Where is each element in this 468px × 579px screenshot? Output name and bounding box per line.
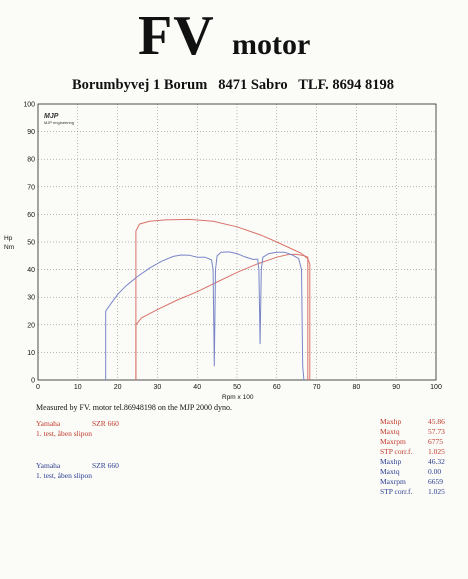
stat-key: Maxtq: [380, 427, 400, 436]
run2-stat-row: Maxtq 0.00: [380, 467, 468, 477]
x-tick-label: 70: [313, 384, 321, 391]
mjp-logo: MJP MJP engineering: [44, 113, 74, 125]
stat-value: 0.00: [428, 467, 442, 476]
stat-key: Maxhp: [380, 417, 402, 426]
y-tick-label: 0: [31, 378, 35, 385]
run1-model: SZR 660: [92, 419, 119, 428]
stat-key: STP corr.f.: [380, 447, 413, 456]
run2-stat-row: STP corr.f. 1.025: [380, 487, 468, 497]
x-tick-label: 80: [353, 384, 361, 391]
series-line-1: [135, 253, 309, 380]
series-line-2: [135, 218, 311, 380]
x-tick-label: 0: [36, 384, 40, 391]
run1-info: Yamaha SZR 660 1. test, åben slipon: [36, 419, 119, 439]
x-tick-label: 40: [193, 384, 201, 391]
x-axis-label: Rpm x 100: [222, 394, 254, 401]
stat-key: Maxrpm: [380, 477, 406, 486]
stat-value: 46.32: [428, 457, 445, 466]
y-axis-label-nm: Nm: [4, 244, 14, 251]
y-tick-label: 60: [27, 212, 35, 219]
run2-info: Yamaha SZR 660 1. test, åben slipon: [36, 461, 119, 481]
run2-stat-row: Maxhp 46.32: [380, 457, 468, 467]
y-tick-label: 70: [27, 184, 35, 191]
y-tick-label: 100: [23, 102, 35, 109]
y-tick-label: 90: [27, 129, 35, 136]
run2-model: SZR 660: [92, 461, 119, 470]
run1-make: Yamaha: [36, 419, 61, 428]
series-line-3: [105, 251, 305, 381]
logo-text: MJP engineering: [44, 120, 74, 125]
y-tick-label: 80: [27, 157, 35, 164]
run2-make: Yamaha: [36, 461, 61, 470]
stat-value: 45.86: [428, 417, 445, 426]
stat-key: Maxhp: [380, 457, 402, 466]
y-tick-label: 40: [27, 267, 35, 274]
x-tick-label: 10: [74, 384, 82, 391]
y-tick-label: 10: [27, 350, 35, 357]
run1-stat-row: Maxhp 45.86: [380, 417, 468, 427]
measurement-note: Measured by FV. motor tel.86948198 on th…: [36, 403, 232, 412]
run1-stat-row: Maxrpm 6775: [380, 437, 468, 447]
stat-value: 1.025: [428, 447, 445, 456]
stat-key: STP corr.f.: [380, 487, 413, 496]
y-axis-label-hp: Hp: [4, 235, 13, 242]
stat-value: 6659: [428, 477, 443, 486]
stat-key: Maxtq: [380, 467, 400, 476]
x-tick-label: 100: [430, 384, 442, 391]
run1-stat-row: STP corr.f. 1.025: [380, 447, 468, 457]
company-address: Borumbyvej 1 Borum 8471 Sabro TLF. 8694 …: [72, 77, 394, 93]
x-tick-label: 50: [233, 384, 241, 391]
x-tick-label: 30: [154, 384, 162, 391]
stat-key: Maxrpm: [380, 437, 406, 446]
run1-desc: 1. test, åben slipon: [36, 429, 93, 438]
x-tick-label: 90: [392, 384, 400, 391]
logo-mark: MJP: [44, 113, 59, 120]
y-tick-label: 50: [27, 240, 35, 247]
stat-value: 6775: [428, 437, 443, 446]
run2-desc: 1. test, åben slipon: [36, 471, 93, 480]
run2-stats: Maxhp 46.32 Maxtq 0.00 Maxrpm 6659 STP corr.f.…: [380, 457, 468, 497]
y-tick-label: 20: [27, 322, 35, 329]
run1-stat-row: Maxtq 57.73: [380, 427, 468, 437]
run1-stats: Maxhp 45.86 Maxtq 57.73 Maxrpm 6775 STP corr.f…: [380, 417, 468, 457]
x-tick-label: 20: [114, 384, 122, 391]
brand-subtitle: motor: [232, 28, 311, 61]
chart-grid: [38, 104, 436, 380]
x-tick-label: 60: [273, 384, 281, 391]
y-tick-label: 30: [27, 295, 35, 302]
brand-title: FV: [138, 5, 215, 67]
plot-frame: [37, 103, 437, 381]
stat-value: 1.025: [428, 487, 445, 496]
run2-stat-row: Maxrpm 6659: [380, 477, 468, 487]
dyno-chart: 0 10 20 30 40 50 60 70 80 90 100 0 10 20 30 40 50 60 70 80 9…: [4, 102, 442, 402]
stat-value: 57.73: [428, 427, 445, 436]
